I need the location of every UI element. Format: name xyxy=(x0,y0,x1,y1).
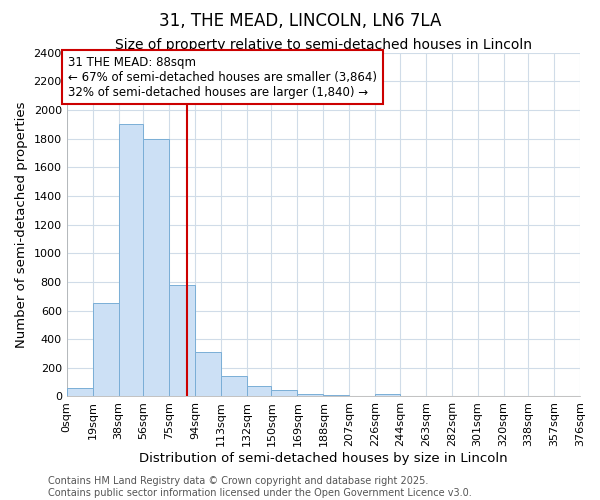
Text: 31 THE MEAD: 88sqm
← 67% of semi-detached houses are smaller (3,864)
32% of semi: 31 THE MEAD: 88sqm ← 67% of semi-detache… xyxy=(68,56,377,98)
Bar xyxy=(271,390,298,396)
Text: Contains HM Land Registry data © Crown copyright and database right 2025.
Contai: Contains HM Land Registry data © Crown c… xyxy=(48,476,472,498)
Bar xyxy=(92,304,119,396)
Bar xyxy=(119,124,143,396)
Bar xyxy=(169,286,195,397)
Bar xyxy=(247,386,271,396)
Bar xyxy=(375,394,400,396)
Y-axis label: Number of semi-detached properties: Number of semi-detached properties xyxy=(15,102,28,348)
Text: 31, THE MEAD, LINCOLN, LN6 7LA: 31, THE MEAD, LINCOLN, LN6 7LA xyxy=(159,12,441,30)
Title: Size of property relative to semi-detached houses in Lincoln: Size of property relative to semi-detach… xyxy=(115,38,532,52)
Bar xyxy=(143,138,169,396)
X-axis label: Distribution of semi-detached houses by size in Lincoln: Distribution of semi-detached houses by … xyxy=(139,452,508,465)
Bar xyxy=(195,352,221,397)
Bar xyxy=(221,376,247,396)
Bar xyxy=(67,388,92,396)
Bar xyxy=(298,394,323,396)
Bar xyxy=(323,394,349,396)
